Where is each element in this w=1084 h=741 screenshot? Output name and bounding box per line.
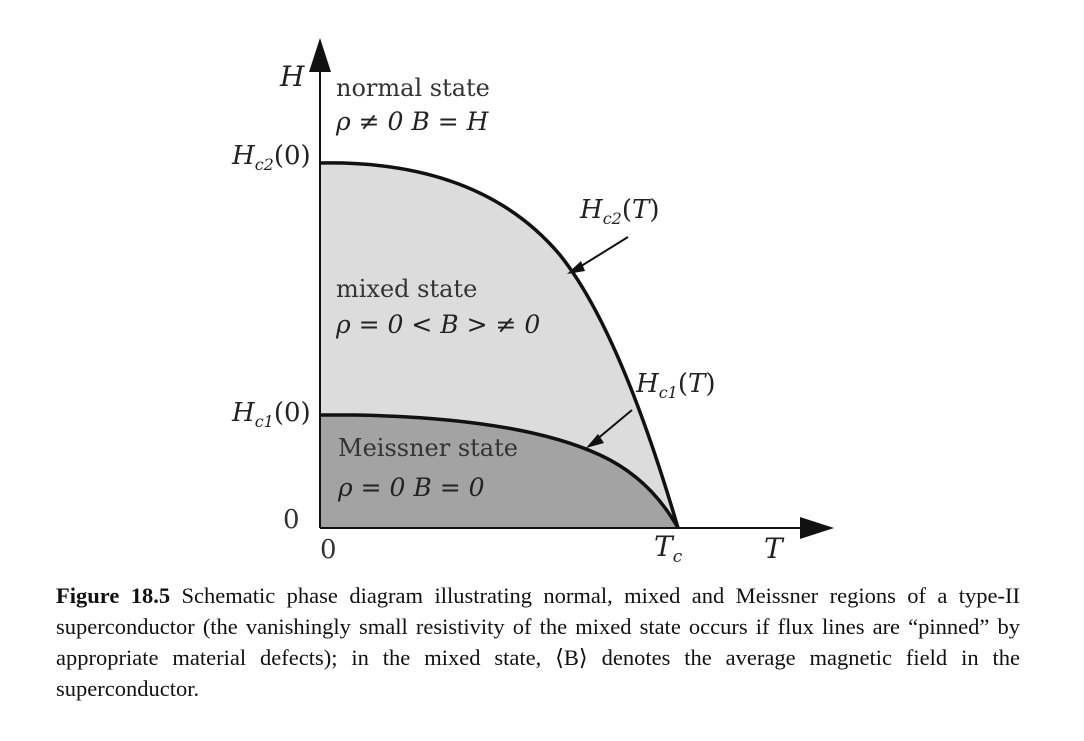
hc2-curve xyxy=(319,161,680,529)
phase-diagram: H T 0 0 Hc2(0) Hc1(0) Tc Hc2(T) Hc1(T) n… xyxy=(231,38,834,567)
meissner-state-label: Meissner state xyxy=(338,434,518,462)
meissner-state-region xyxy=(320,415,678,528)
tc-label: Tc xyxy=(654,530,683,567)
normal-state-label: normal state xyxy=(336,74,490,102)
meissner-state-relation: ρ = 0 B = 0 xyxy=(337,473,485,502)
hc1-curve-label: Hc1(T) xyxy=(635,369,715,402)
figure-caption: Figure 18.5 Schematic phase diagram illu… xyxy=(56,580,1020,704)
caption-text: Schematic phase diagram illustrating nor… xyxy=(56,583,1021,701)
x-axis-arrowhead xyxy=(800,517,834,539)
hc1-curve xyxy=(320,413,680,529)
hc1-zero-label: Hc1(0) xyxy=(231,398,311,431)
mixed-state-relation: ρ = 0 < B > ≠ 0 xyxy=(335,310,540,339)
y-axis-label: H xyxy=(279,60,305,93)
normal-state-relation: ρ ≠ 0 B = H xyxy=(335,107,490,136)
hc1-pointer-arrow xyxy=(586,409,633,448)
hc2-curve-label: Hc2(T) xyxy=(579,195,659,228)
hc2-pointer-arrow xyxy=(567,236,629,274)
y-origin-label: 0 xyxy=(283,505,300,535)
mixed-state-label: mixed state xyxy=(336,275,477,303)
x-axis-label: T xyxy=(764,532,785,565)
y-axis-arrowhead xyxy=(309,38,331,72)
hc2-zero-label: Hc2(0) xyxy=(231,141,311,174)
figure-label: Figure 18.5 xyxy=(56,583,171,608)
x-origin-label: 0 xyxy=(320,535,337,565)
